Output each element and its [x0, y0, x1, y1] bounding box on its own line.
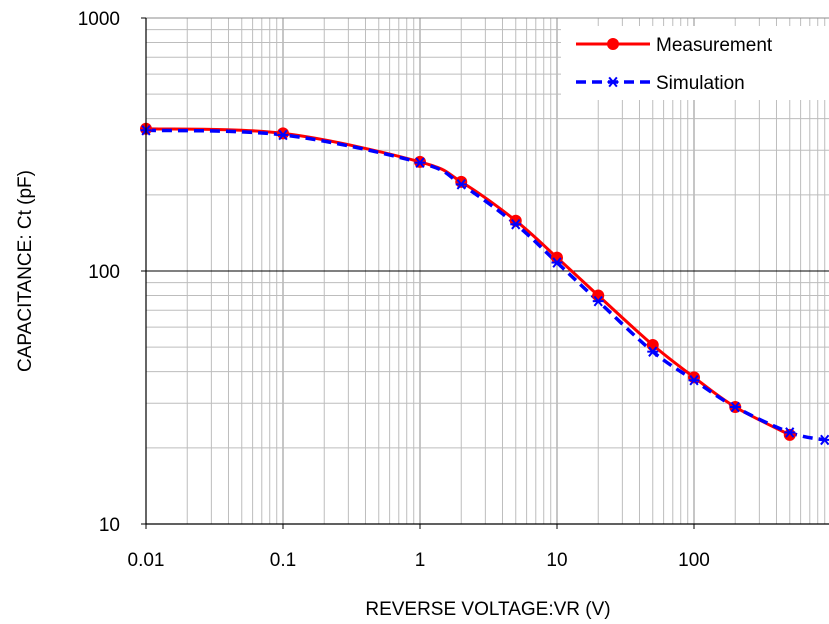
legend-measurement-marker [608, 39, 619, 50]
y-axis-title: CAPACITANCE: Ct (pF) [15, 170, 36, 372]
measurement-series-line [146, 129, 790, 435]
y-tick-label: 100 [88, 262, 120, 283]
x-tick-label: 1 [415, 550, 426, 571]
y-tick-label: 10 [99, 515, 120, 536]
simulation-data-point [819, 435, 829, 444]
x-tick-label: 0.1 [270, 550, 296, 571]
legend-measurement-label: Measurement [656, 35, 773, 56]
measurement-data-point [647, 339, 658, 350]
measurement-data-point [278, 128, 289, 139]
measurement-data-point [593, 290, 604, 301]
x-tick-label: 0.01 [128, 550, 165, 571]
y-tick-label: 1000 [78, 9, 120, 30]
legend-simulation-label: Simulation [656, 73, 745, 94]
legend: Measurement Simulation [561, 26, 829, 100]
series-markers [141, 123, 829, 444]
x-tick-label: 10 [546, 550, 567, 571]
x-axis-title: REVERSE VOLTAGE:VR (V) [365, 599, 610, 620]
x-tick-label: 100 [678, 550, 710, 571]
